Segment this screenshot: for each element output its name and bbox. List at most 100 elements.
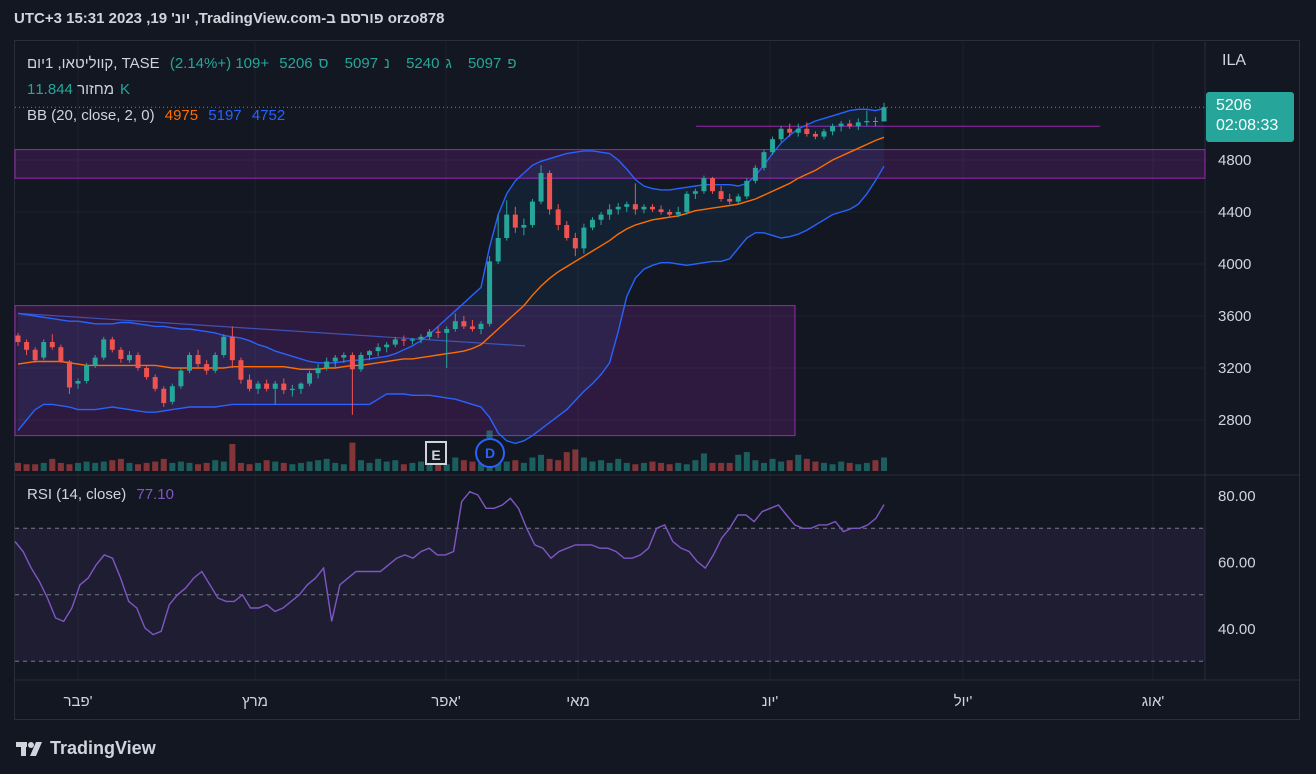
volume-bar xyxy=(220,461,227,471)
change-value: +109 (+2.14%) xyxy=(169,55,270,72)
time-tick-label: מרץ xyxy=(242,693,268,710)
dividend-marker[interactable]: D xyxy=(475,438,505,468)
volume-bar xyxy=(229,444,236,471)
bb-label[interactable]: BB (20, close, 2, 0) xyxy=(27,107,155,124)
volume-bar xyxy=(357,460,364,471)
open-label: פ xyxy=(507,55,517,72)
price-tick-label: 4000 xyxy=(1218,256,1251,273)
volume-bar xyxy=(400,464,407,471)
candle-body xyxy=(307,373,313,384)
volume-bar xyxy=(752,460,759,471)
candle-body xyxy=(32,349,38,361)
candle-body xyxy=(367,351,373,355)
open-value: 5097 xyxy=(467,55,502,72)
volume-bar xyxy=(769,458,776,471)
candle-body xyxy=(66,361,72,388)
volume-bar xyxy=(366,462,373,471)
volume-bar xyxy=(572,449,579,471)
candle-body xyxy=(649,206,655,210)
candle-body xyxy=(401,339,407,341)
time-tick-label: אוג' xyxy=(1142,693,1165,710)
earnings-marker[interactable]: E xyxy=(425,441,447,465)
tradingview-logo[interactable]: TradingView xyxy=(16,738,156,759)
volume-bar xyxy=(177,461,184,471)
volume-bar xyxy=(649,461,656,471)
price-tick-label: 3200 xyxy=(1218,360,1251,377)
chart-header-title: orzo878 פורסם ב-TradingView.com, יונ' 19… xyxy=(14,10,445,27)
candle-body xyxy=(392,339,398,345)
candle-body xyxy=(855,122,861,127)
volume-bar xyxy=(555,460,562,471)
volume-bar xyxy=(520,462,527,471)
candle-body xyxy=(324,361,330,368)
volume-bar xyxy=(881,457,887,471)
rsi-tick-label: 60.00 xyxy=(1218,555,1256,572)
volume-bar xyxy=(803,458,810,471)
candle-body xyxy=(744,180,750,197)
rsi-tick-label: 40.00 xyxy=(1218,621,1256,638)
countdown-value: 02:08:33 xyxy=(1216,117,1279,134)
tradingview-logo-icon xyxy=(16,741,42,756)
volume-bar xyxy=(272,461,279,471)
volume-bar xyxy=(563,452,570,471)
rsi-label[interactable]: RSI (14, close) xyxy=(27,486,127,503)
candle-body xyxy=(607,209,613,215)
candle-body xyxy=(547,173,553,210)
bb-basis-value: 4975 xyxy=(164,107,199,124)
volume-bar xyxy=(683,464,690,471)
volume-bar xyxy=(820,462,827,471)
price-tick-label: 4400 xyxy=(1218,204,1251,221)
low-value: 5097 xyxy=(344,55,379,72)
volume-bar xyxy=(700,453,707,471)
brand-name: TradingView xyxy=(50,738,156,758)
volume-bar xyxy=(186,462,193,471)
last-price-value: 5206 xyxy=(1216,97,1252,114)
volume-bar xyxy=(735,454,742,471)
volume-bar xyxy=(40,462,47,471)
price-tick-label: 4800 xyxy=(1218,152,1251,169)
volume-bar xyxy=(83,461,90,471)
close-value: 5206 xyxy=(279,55,313,72)
time-tick-label: אפר' xyxy=(431,693,461,710)
volume-bar xyxy=(203,462,210,471)
volume-bar xyxy=(306,461,313,471)
volume-bar xyxy=(529,457,536,471)
volume-bar xyxy=(503,461,510,471)
candle-body xyxy=(761,152,767,168)
candle-body xyxy=(144,368,150,378)
volume-bar xyxy=(623,462,630,471)
candle-body xyxy=(41,342,47,358)
volume-bar xyxy=(580,457,587,471)
candle-body xyxy=(289,388,295,391)
volume-bar xyxy=(743,452,750,471)
volume-bar xyxy=(760,462,767,471)
candle-body xyxy=(161,388,167,404)
volume-bar xyxy=(718,462,725,471)
legend-volume-row: מחזור 11.844K xyxy=(27,81,136,98)
candle-body xyxy=(847,123,853,127)
volume-bar xyxy=(460,460,467,471)
candle-body xyxy=(247,379,253,389)
candle-body xyxy=(152,377,158,389)
candle-body xyxy=(118,349,124,359)
volume-bar xyxy=(169,462,176,471)
candle-body xyxy=(221,336,227,355)
candle-body xyxy=(804,128,810,134)
candle-body xyxy=(418,336,424,340)
volume-bar xyxy=(135,464,142,471)
candle-body xyxy=(727,199,733,202)
last-price-label: 5206 02:08:33 xyxy=(1206,92,1294,142)
time-tick-label: פבר' xyxy=(63,693,92,710)
candle-body xyxy=(341,355,347,358)
candle-body xyxy=(281,383,287,391)
volume-label: מחזור xyxy=(77,81,114,98)
currency-label[interactable]: ILA xyxy=(1222,52,1247,69)
candle-body xyxy=(864,121,870,123)
candle-body xyxy=(24,342,30,350)
legend-symbol[interactable]: קווליטאו, 1יום, TASE xyxy=(27,55,160,72)
volume-bar xyxy=(546,458,553,471)
volume-bar xyxy=(726,462,733,471)
candle-body xyxy=(15,335,21,342)
candle-body xyxy=(126,355,132,361)
